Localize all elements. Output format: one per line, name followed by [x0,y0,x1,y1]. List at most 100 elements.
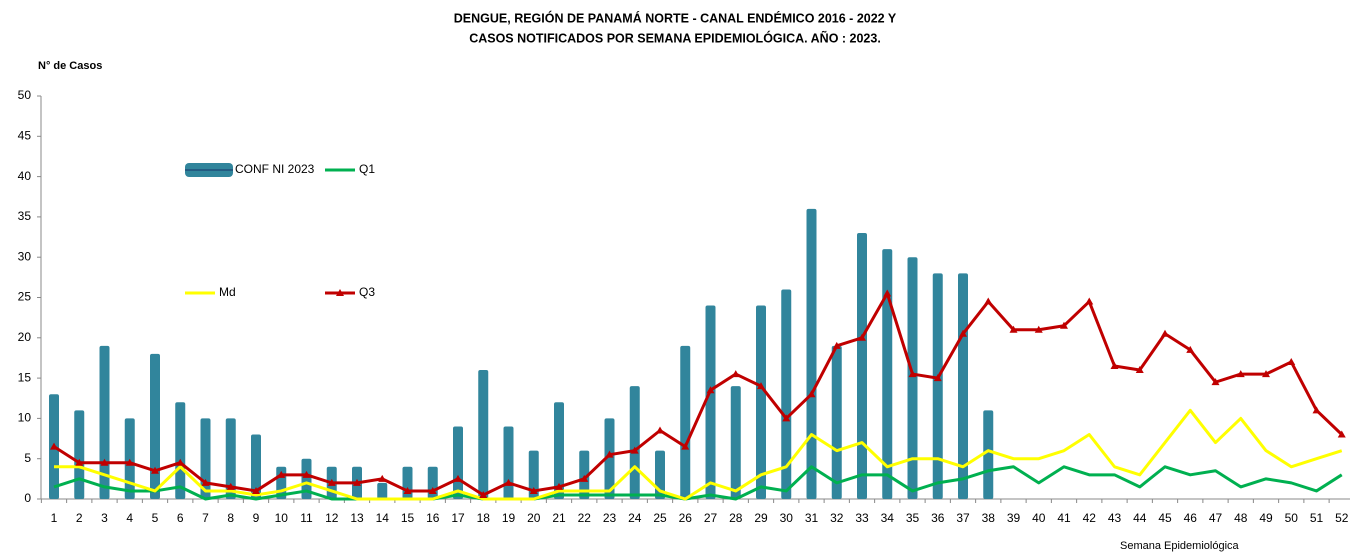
marker [1186,345,1195,353]
marker [353,478,361,486]
marker [933,374,942,382]
x-tick-label: 26 [679,511,693,525]
x-tick-label: 4 [126,511,133,525]
x-tick-label: 22 [578,511,592,525]
legend-label: Md [219,285,236,299]
line [53,291,1343,497]
x-tick-label: 34 [881,511,895,525]
marker [75,458,84,466]
marker [302,470,311,478]
bar [983,410,994,499]
bar [831,345,842,499]
y-tick-label: 0 [24,491,31,505]
marker [908,370,917,378]
bar [907,257,918,499]
marker [959,329,967,337]
marker [277,470,286,478]
marker [252,486,260,494]
bar [503,426,514,499]
x-tick-label: 14 [376,511,390,525]
marker [201,478,210,486]
bar [200,418,211,499]
x-tick-label: 17 [451,511,465,525]
marker [883,289,892,297]
x-tick-label: 20 [527,511,541,525]
x-tick-label: 11 [300,511,313,525]
marker [605,450,614,458]
marker [1287,357,1296,365]
marker [984,297,993,305]
x-tick-label: 48 [1234,511,1248,525]
x-tick-label: 50 [1285,511,1299,525]
marker [504,478,513,486]
marker [176,458,185,466]
y-tick-label: 10 [18,411,32,425]
marker [706,386,715,394]
marker [656,426,664,434]
marker [1262,370,1270,378]
marker [151,466,159,474]
x-tick-label: 6 [177,511,184,525]
marker [1110,362,1119,370]
bar [301,458,312,499]
x-tick-label: 3 [101,511,108,525]
x-tick-label: 41 [1057,511,1071,525]
marker [50,442,58,450]
x-tick-label: 35 [906,511,920,525]
bar [756,305,766,499]
marker [555,482,563,490]
x-tick-label: 25 [653,511,667,525]
marker [1034,325,1043,333]
marker [327,478,336,486]
bar [882,249,893,499]
marker [454,474,462,482]
x-tick-label: 23 [603,511,617,525]
marker [226,482,235,490]
x-tick-label: 13 [350,511,364,525]
bar [427,466,438,499]
x-tick-label: 24 [628,511,642,525]
x-tick-label: 33 [855,511,869,525]
bar [554,402,564,499]
legend-label: Q1 [359,162,375,176]
y-tick-label: 25 [18,290,32,304]
x-tick-label: 10 [275,511,289,525]
marker [100,458,109,466]
x-tick-label: 45 [1158,511,1172,525]
x-tick-label: 9 [253,511,260,525]
marker [1236,370,1245,378]
marker [681,442,690,450]
bar [680,345,691,499]
marker [630,446,639,454]
y-tick-label: 30 [18,249,32,263]
bar [932,273,943,499]
x-tick-label: 29 [754,511,768,525]
x-tick-label: 28 [729,511,743,525]
bar [175,402,186,499]
bar [705,305,716,499]
marker [807,390,816,398]
marker [1337,430,1346,438]
y-tick-label: 35 [18,209,32,223]
bar [629,386,640,499]
x-tick-label: 43 [1108,511,1122,525]
marker [1161,329,1169,337]
x-tick-label: 30 [780,511,794,525]
bar [99,345,110,499]
legend-label: CONF NI 2023 [235,162,315,176]
x-tick-label: 8 [227,511,234,525]
bar [806,208,817,499]
x-tick-label: 31 [805,511,819,525]
bar [478,370,489,499]
x-tick-label: 7 [202,511,209,525]
marker [757,382,765,390]
x-tick-label: 51 [1310,511,1324,525]
y-tick-label: 40 [18,169,32,183]
bar [377,482,388,499]
marker [782,414,791,422]
bar [251,434,261,499]
bar [528,450,539,499]
bar [857,233,867,499]
x-tick-label: 49 [1259,511,1273,525]
